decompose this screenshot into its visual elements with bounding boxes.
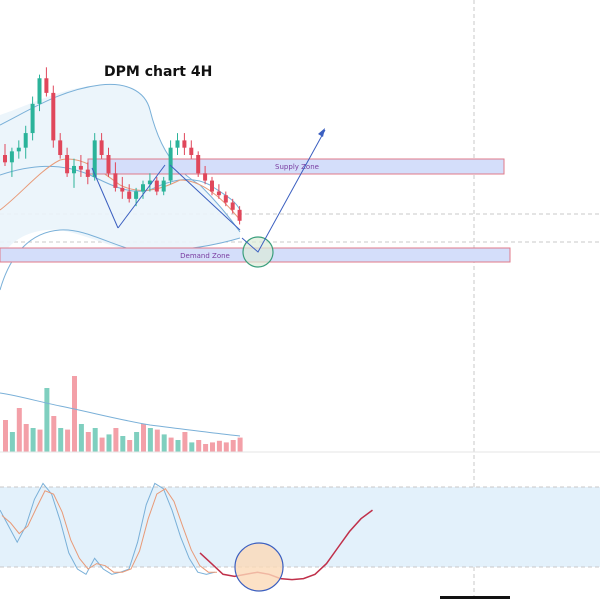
volume-bar <box>141 424 146 452</box>
candle-body <box>147 180 152 185</box>
volume-bar <box>154 429 160 452</box>
pattern-line-down-1 <box>91 167 119 229</box>
volume-bar <box>210 442 215 452</box>
volume-bar <box>16 408 22 452</box>
candle-body <box>78 165 83 170</box>
volume-average-line <box>0 392 241 437</box>
candle-body <box>175 140 180 148</box>
candle-body <box>189 147 194 155</box>
volume-bar <box>113 428 119 452</box>
candle-body <box>85 169 90 177</box>
candle-body <box>134 191 139 199</box>
stochastic-k-line <box>0 482 216 576</box>
candle-body <box>141 184 145 192</box>
projected-arrow-head <box>318 128 325 137</box>
candle-body <box>3 155 7 163</box>
candle-body <box>168 147 173 181</box>
volume-bar <box>3 420 8 452</box>
volume-bar <box>189 442 195 452</box>
candle-body <box>230 202 235 210</box>
candle-body <box>37 78 42 104</box>
volume-bar <box>23 424 29 452</box>
candle-body <box>203 173 208 181</box>
candle-body <box>9 151 14 163</box>
candle-body <box>120 187 125 192</box>
candle-body <box>23 133 28 148</box>
candle-body <box>237 209 242 221</box>
candle-body <box>161 180 166 192</box>
volume-bar <box>134 432 140 452</box>
volume-bar <box>9 432 15 452</box>
volume-bar <box>196 440 202 452</box>
volume-bar <box>106 434 112 452</box>
bottom-scale-bar <box>440 596 510 599</box>
pattern-line-up <box>117 164 166 229</box>
bollinger-upper-line <box>0 83 241 233</box>
candle-body <box>182 140 187 148</box>
candle-body <box>210 180 214 192</box>
volume-bar <box>37 429 43 452</box>
candle-body <box>65 155 70 174</box>
volume-bar <box>168 437 174 452</box>
stochastic-band <box>0 487 600 567</box>
supply-zone-label: Supply Zone <box>275 163 319 171</box>
volume-bar <box>127 440 133 452</box>
candle-body <box>216 191 221 196</box>
volume-bar <box>147 428 153 452</box>
candle-body <box>196 155 201 174</box>
volume-bar <box>230 440 236 452</box>
candlestick-series <box>3 67 242 225</box>
candle-body <box>51 92 56 141</box>
candle-body <box>58 140 63 155</box>
volume-series <box>3 376 243 452</box>
projected-move-line <box>241 129 326 253</box>
volume-bar <box>65 429 71 452</box>
ema-line <box>0 158 241 221</box>
volume-bar <box>99 437 105 452</box>
volume-bar <box>237 437 243 452</box>
chart-title: DPM chart 4H <box>104 64 212 80</box>
volume-bar <box>51 416 57 452</box>
candle-body <box>30 103 35 134</box>
volume-bar <box>85 432 91 452</box>
stochastic-forecast-line <box>199 509 373 581</box>
stochastic-d-line <box>1 488 217 573</box>
volume-bar <box>120 436 126 452</box>
volume-bar <box>72 376 77 452</box>
demand-zone-label: Demand Zone <box>180 252 230 260</box>
volume-bar <box>161 434 167 452</box>
volume-bar <box>223 442 229 452</box>
candle-body <box>223 195 228 203</box>
candle-body <box>99 140 104 155</box>
candle-body <box>44 78 49 93</box>
candle-body <box>72 165 76 174</box>
volume-bar <box>175 440 181 452</box>
volume-bar <box>182 432 188 452</box>
volume-bar <box>44 388 50 452</box>
volume-bar <box>92 428 98 452</box>
volume-bar <box>78 424 84 452</box>
candle-body <box>16 147 21 152</box>
candle-body <box>154 180 159 192</box>
candle-body <box>92 140 97 177</box>
volume-bar <box>30 428 36 452</box>
candle-body <box>106 155 111 174</box>
volume-bar <box>216 440 222 452</box>
stochastic-oversold-circle <box>234 542 284 592</box>
pattern-line-down-2 <box>169 164 241 231</box>
candle-body <box>127 191 132 199</box>
volume-bar <box>203 444 209 452</box>
volume-bar <box>58 428 64 452</box>
candle-body <box>113 173 118 188</box>
